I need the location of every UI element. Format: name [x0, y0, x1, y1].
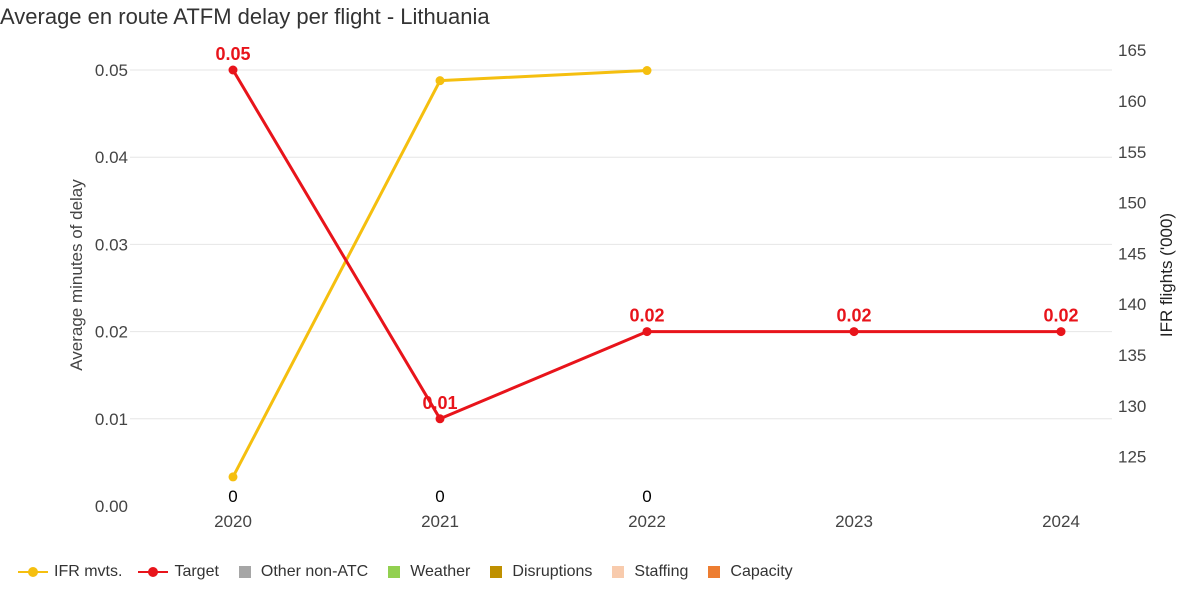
y-left-tick-label: 0.04: [95, 148, 128, 167]
y-right-tick-label: 165: [1118, 41, 1146, 60]
legend-label: Other non-ATC: [260, 563, 369, 580]
legend-item-other-non-atc[interactable]: Other non-ATC: [235, 563, 368, 581]
y-right-axis-title: IFR flights ('000): [1157, 213, 1176, 337]
legend-symbol: [238, 566, 251, 578]
y-left-tick-label: 0.03: [95, 235, 128, 254]
data-label: 0.05: [215, 44, 250, 64]
legend-label: Staffing: [634, 563, 689, 580]
chart-legend: IFR mvts. Target Other non-ATC Weather Disru…: [18, 560, 809, 584]
data-point: [1056, 327, 1066, 337]
y-right-tick-label: 145: [1118, 244, 1146, 263]
legend-symbol: [388, 566, 401, 578]
legend-label: Capacity: [730, 563, 793, 580]
legend-item-staffing[interactable]: Staffing: [608, 563, 688, 581]
data-point: [228, 472, 238, 482]
x-tick-label: 2022: [628, 512, 666, 531]
bar-value-label: 0: [435, 487, 444, 506]
x-tick-label: 2023: [835, 512, 873, 531]
y-left-tick-label: 0.05: [95, 61, 128, 80]
legend-label: Weather: [410, 563, 471, 580]
y-left-axis-title: Average minutes of delay: [67, 179, 86, 371]
legend-symbol: [708, 566, 721, 578]
y-left-tick-label: 0.02: [95, 323, 128, 342]
data-label: 0.01: [422, 393, 457, 413]
data-point: [642, 327, 652, 337]
y-left-tick-label: 0.00: [95, 497, 128, 516]
legend-symbol: [18, 564, 48, 580]
x-tick-label: 2020: [214, 512, 252, 531]
y-right-tick-label: 125: [1118, 448, 1146, 467]
legend-item-disruptions[interactable]: Disruptions: [486, 563, 592, 581]
legend-item-ifr-mvts[interactable]: IFR mvts.: [18, 563, 122, 581]
legend-item-capacity[interactable]: Capacity: [704, 563, 793, 581]
legend-item-target[interactable]: Target: [138, 563, 219, 581]
data-label: 0.02: [629, 306, 664, 326]
data-point: [435, 414, 445, 424]
legend-label: IFR mvts.: [54, 563, 123, 580]
legend-symbol: [612, 566, 625, 578]
data-point: [435, 76, 445, 86]
legend-symbol: [138, 564, 169, 580]
y-right-tick-label: 140: [1118, 295, 1146, 314]
x-tick-label: 2021: [421, 512, 459, 531]
y-right-tick-label: 130: [1118, 397, 1146, 416]
data-label: 0.02: [836, 306, 871, 326]
bar-value-label: 0: [228, 487, 237, 506]
legend-label: Disruptions: [512, 563, 593, 580]
y-right-tick-label: 135: [1118, 346, 1146, 365]
legend-label: Target: [174, 563, 219, 580]
data-point: [228, 65, 238, 75]
legend-symbol: [490, 566, 503, 578]
data-label: 0.02: [1043, 306, 1078, 326]
x-tick-label: 2024: [1042, 512, 1080, 531]
chart-plot: 0.00 0.01 0.02 0.03 0.04 0.05 125 130 135 140 145 1…: [67, 41, 1176, 531]
data-point: [849, 327, 859, 337]
bar-value-label: 0: [642, 487, 651, 506]
y-right-tick-label: 160: [1118, 92, 1146, 111]
chart-title: Average en route ATFM delay per flight -…: [0, 4, 490, 29]
y-right-tick-label: 150: [1118, 194, 1146, 213]
data-point: [642, 66, 652, 76]
y-left-tick-label: 0.01: [95, 410, 128, 429]
legend-item-weather[interactable]: Weather: [384, 563, 470, 581]
y-right-tick-label: 155: [1118, 143, 1146, 162]
